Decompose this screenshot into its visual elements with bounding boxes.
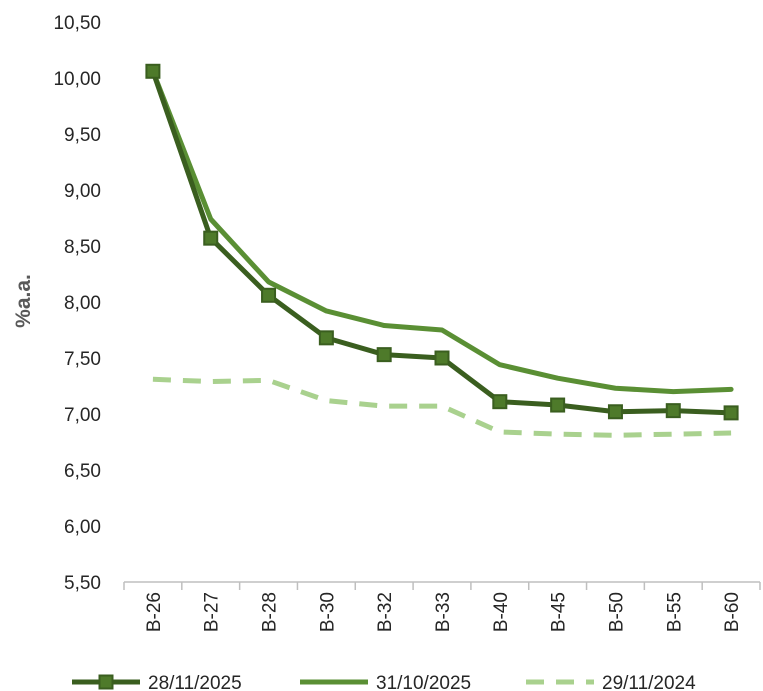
data-point-marker (723, 405, 739, 421)
data-point-marker (434, 350, 450, 366)
y-axis-title: %a.a. (12, 274, 35, 328)
x-tick-label: B-33 (433, 592, 454, 632)
y-tick-label: 8,50 (64, 237, 101, 258)
y-axis: 5,50 6,00 6,50 7,00 7,50 8,00 8,50 9,00 9,50 10,0… (53, 13, 101, 594)
legend-label: 28/11/2025 (148, 673, 242, 691)
x-tick-label: B-30 (317, 592, 338, 632)
y-tick-label: 6,50 (64, 461, 101, 482)
data-point-marker (261, 287, 277, 303)
y-tick-label: 7,00 (64, 405, 101, 426)
y-tick-label: 5,50 (64, 573, 101, 594)
series-line-1 (150, 68, 734, 395)
x-tick-label: B-60 (722, 592, 743, 632)
legend-marker (98, 674, 114, 690)
y-tick-label: 10,00 (53, 69, 101, 90)
y-tick-label: 9,50 (64, 125, 101, 146)
x-tick-label: B-40 (491, 592, 512, 632)
x-tick-label: B-55 (664, 592, 685, 632)
legend: 28/11/2025 31/10/2025 29/11/2024 (72, 673, 696, 691)
data-point-marker (376, 347, 392, 363)
data-point-marker (145, 63, 161, 79)
data-point-marker (607, 404, 623, 420)
y-tick-label: 8,00 (64, 293, 101, 314)
x-tick-label: B-32 (375, 592, 396, 632)
data-point-marker (492, 394, 508, 410)
series-layer (145, 63, 739, 438)
y-tick-label: 7,50 (64, 349, 101, 370)
data-point-marker (318, 330, 334, 346)
x-tick-label: B-26 (144, 592, 165, 632)
x-tick-label: B-45 (549, 592, 570, 632)
series-line-2 (152, 376, 732, 438)
x-tick-label: B-50 (606, 592, 627, 632)
data-point-marker (665, 403, 681, 419)
legend-label: 29/11/2024 (602, 673, 696, 691)
legend-label: 31/10/2025 (376, 673, 471, 691)
data-point-marker (203, 230, 219, 246)
y-tick-label: 10,50 (53, 13, 101, 34)
data-point-marker (550, 397, 566, 413)
x-tick-label: B-28 (260, 592, 281, 632)
x-tick-label: B-27 (202, 592, 223, 632)
y-tick-label: 9,00 (64, 181, 101, 202)
x-axis: B-26 B-27 B-28 B-30 B-32 B-33 B-40 B-45 B-50 B-55… (123, 581, 761, 632)
y-tick-label: 6,00 (64, 517, 101, 538)
